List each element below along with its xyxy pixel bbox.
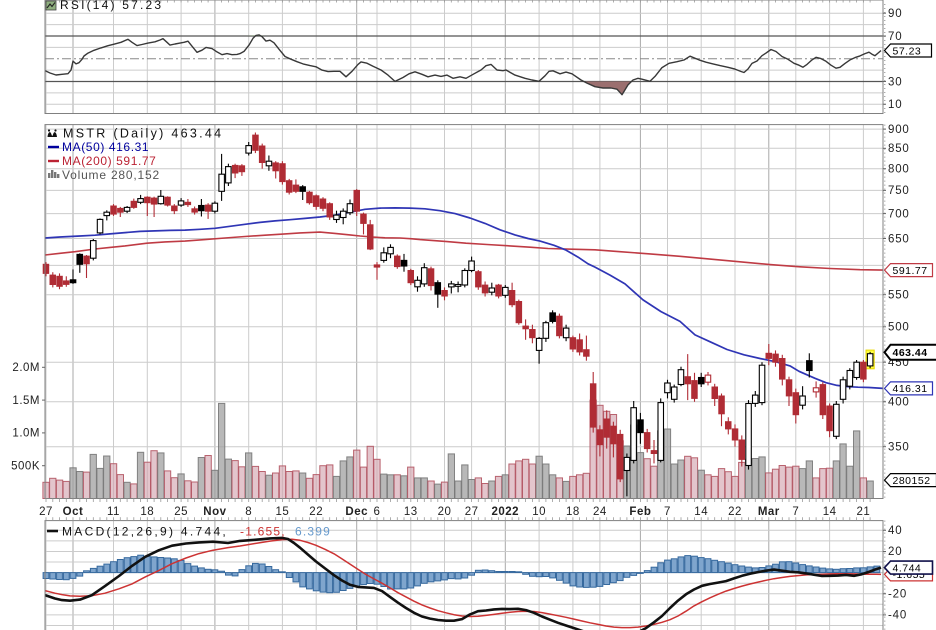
svg-text:400: 400 [888, 397, 910, 409]
svg-text:21: 21 [857, 506, 871, 518]
svg-text:-40: -40 [888, 610, 907, 622]
svg-text:18: 18 [140, 506, 154, 518]
svg-text:Feb: Feb [629, 506, 651, 518]
svg-text:1.0M: 1.0M [12, 428, 40, 440]
svg-text:Oct: Oct [63, 506, 84, 518]
svg-text:14: 14 [694, 506, 708, 518]
svg-text:MA(200) 591.77: MA(200) 591.77 [62, 154, 156, 168]
svg-text:40: 40 [888, 525, 902, 537]
svg-text:4.744: 4.744 [893, 562, 922, 574]
svg-text:750: 750 [888, 185, 910, 197]
svg-text:6: 6 [374, 506, 381, 518]
svg-text:8: 8 [245, 506, 252, 518]
svg-text:70: 70 [888, 31, 902, 43]
svg-text:850: 850 [888, 143, 910, 155]
svg-text:2022: 2022 [492, 506, 520, 518]
svg-text:416.31: 416.31 [893, 383, 928, 395]
svg-text:20: 20 [888, 546, 902, 558]
svg-text:Nov: Nov [203, 506, 226, 518]
svg-text:18: 18 [566, 506, 580, 518]
svg-text:Dec: Dec [345, 506, 368, 518]
svg-text:800: 800 [888, 164, 910, 176]
svg-text:650: 650 [888, 233, 910, 245]
svg-text:591.77: 591.77 [893, 265, 928, 277]
svg-text:11: 11 [107, 506, 120, 518]
svg-text:MACD(12,26,9) 4.744,: MACD(12,26,9) 4.744, [62, 525, 228, 539]
svg-text:7: 7 [792, 506, 799, 518]
svg-text:280152: 280152 [893, 475, 931, 487]
svg-text:-20: -20 [888, 589, 907, 601]
svg-text:15: 15 [276, 506, 290, 518]
svg-text:-1.655,: -1.655, [240, 525, 286, 539]
svg-text:90: 90 [888, 8, 902, 20]
svg-text:Mar: Mar [758, 506, 780, 518]
svg-text:10: 10 [532, 506, 546, 518]
svg-text:27: 27 [39, 506, 53, 518]
svg-text:30: 30 [888, 76, 902, 88]
svg-text:RSI(14) 57.23: RSI(14) 57.23 [60, 0, 163, 12]
svg-text:22: 22 [309, 506, 323, 518]
svg-text:700: 700 [888, 208, 910, 220]
svg-text:1.5M: 1.5M [12, 395, 40, 407]
svg-text:550: 550 [888, 290, 910, 302]
svg-text:13: 13 [404, 506, 418, 518]
svg-text:7: 7 [664, 506, 671, 518]
svg-text:57.23: 57.23 [893, 45, 922, 57]
svg-text:14: 14 [823, 506, 837, 518]
svg-text:MA(50) 416.31: MA(50) 416.31 [62, 140, 149, 154]
svg-text:Volume 280,152: Volume 280,152 [62, 168, 160, 182]
svg-text:10: 10 [888, 99, 902, 111]
svg-text:500: 500 [888, 322, 910, 334]
svg-text:27: 27 [465, 506, 479, 518]
svg-text:22: 22 [728, 506, 742, 518]
svg-text:24: 24 [593, 506, 607, 518]
svg-text:6.399: 6.399 [295, 525, 331, 539]
svg-text:2.0M: 2.0M [12, 362, 40, 374]
svg-text:463.44: 463.44 [893, 347, 928, 359]
svg-text:500K: 500K [11, 461, 40, 473]
svg-text:350: 350 [888, 442, 910, 454]
svg-text:20: 20 [438, 506, 452, 518]
svg-text:900: 900 [888, 124, 910, 136]
svg-text:MSTR (Daily) 463.44: MSTR (Daily) 463.44 [63, 127, 223, 141]
svg-text:25: 25 [174, 506, 188, 518]
